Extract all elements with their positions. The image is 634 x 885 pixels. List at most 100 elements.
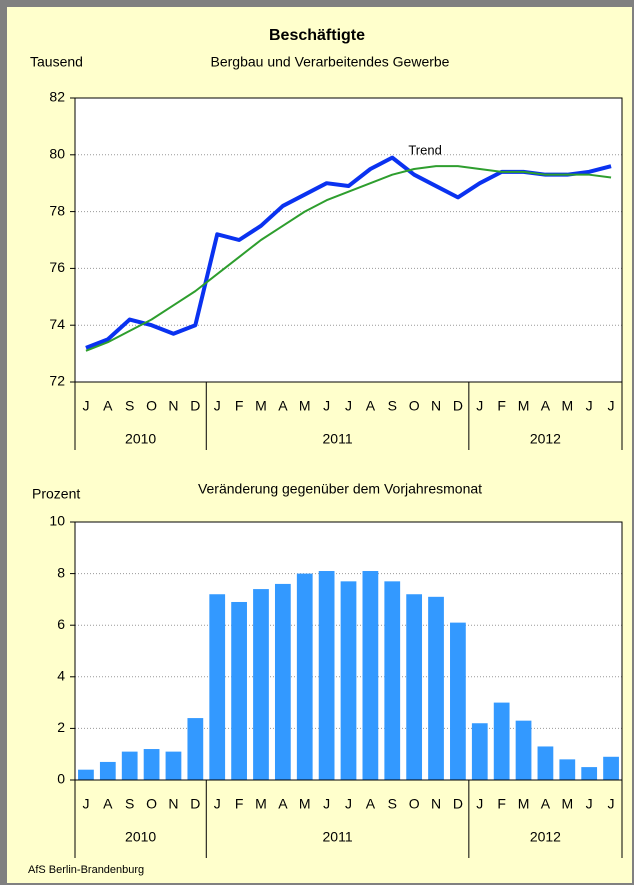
x-tick-label: J	[608, 796, 615, 812]
bar	[209, 594, 226, 780]
x-tick-label: F	[497, 796, 506, 812]
x-tick-label: D	[453, 796, 463, 812]
x-tick-label: S	[125, 796, 134, 812]
bar	[384, 581, 401, 780]
bar	[78, 769, 94, 780]
y-tick-label: 80	[49, 146, 65, 162]
x-tick-label: M	[255, 398, 267, 414]
bar	[450, 622, 466, 780]
x-tick-label: J	[214, 398, 221, 414]
x-tick-label: M	[518, 398, 530, 414]
x-tick-label: J	[345, 398, 352, 414]
chart-title: Veränderung gegenüber dem Vorjahresmonat	[198, 481, 482, 497]
x-tick-label: O	[409, 796, 420, 812]
bar	[121, 751, 138, 780]
bar	[165, 751, 182, 780]
group-label: 2010	[125, 431, 156, 447]
line-series	[85, 165, 612, 352]
bar	[406, 594, 423, 780]
x-tick-label: J	[323, 796, 330, 812]
plot-border	[74, 521, 623, 781]
x-tick-label: J	[608, 398, 615, 414]
y-tick-label: 8	[57, 564, 65, 580]
x-tick-label: F	[235, 398, 244, 414]
bar	[493, 702, 510, 780]
y-tick-label: 78	[49, 202, 65, 218]
chart-subtitle: Bergbau und Verarbeitendes Gewerbe	[211, 54, 450, 70]
y-tick-label: 0	[57, 771, 65, 787]
bar	[559, 759, 576, 780]
x-tick-label: J	[214, 796, 221, 812]
x-tick-label: M	[299, 796, 311, 812]
x-tick-label: A	[541, 796, 551, 812]
x-tick-label: M	[561, 398, 573, 414]
bar	[187, 718, 204, 780]
x-tick-label: S	[125, 398, 134, 414]
bar	[603, 756, 619, 780]
x-tick-label: A	[366, 796, 376, 812]
x-tick-label: N	[431, 796, 441, 812]
x-tick-label: A	[541, 398, 551, 414]
bar	[537, 746, 554, 780]
x-tick-label: A	[278, 796, 288, 812]
x-tick-label: J	[586, 796, 593, 812]
y-axis-label: Prozent	[32, 486, 80, 502]
x-tick-label: N	[431, 398, 441, 414]
x-tick-label: D	[190, 796, 200, 812]
x-tick-label: A	[103, 796, 113, 812]
y-tick-label: 6	[57, 616, 65, 632]
bar	[296, 573, 313, 780]
x-tick-label: J	[586, 398, 593, 414]
x-tick-label: O	[146, 796, 157, 812]
y-tick-label: 82	[49, 89, 65, 105]
bar	[99, 761, 116, 780]
bar	[253, 589, 269, 780]
source: AfS Berlin-Brandenburg	[28, 864, 144, 876]
bar	[143, 749, 160, 780]
x-tick-label: D	[453, 398, 463, 414]
bar	[515, 720, 532, 780]
y-tick-label: 76	[49, 259, 65, 275]
bar	[581, 767, 598, 780]
x-tick-label: A	[103, 398, 113, 414]
x-tick-label: J	[476, 796, 483, 812]
x-tick-label: N	[168, 398, 178, 414]
x-tick-label: M	[255, 796, 267, 812]
plot-area	[75, 98, 622, 382]
group-label: 2011	[323, 431, 353, 447]
group-label: 2012	[530, 431, 561, 447]
y-tick-label: 2	[57, 719, 65, 735]
x-tick-label: S	[388, 796, 397, 812]
x-tick-label: O	[146, 398, 157, 414]
bar	[428, 596, 444, 780]
x-tick-label: N	[168, 796, 178, 812]
x-tick-label: O	[409, 398, 420, 414]
x-tick-label: J	[82, 796, 89, 812]
bar	[471, 723, 488, 780]
y-tick-label: 10	[49, 513, 65, 529]
bar	[231, 601, 247, 780]
x-tick-label: F	[235, 796, 244, 812]
bar	[274, 583, 291, 780]
x-tick-label: J	[476, 398, 483, 414]
bar	[318, 571, 335, 780]
x-tick-label: M	[561, 796, 573, 812]
chart-title: Beschäftigte	[269, 27, 365, 44]
group-label: 2011	[323, 829, 353, 845]
x-tick-label: M	[518, 796, 530, 812]
x-tick-label: A	[278, 398, 288, 414]
x-tick-label: S	[388, 398, 397, 414]
y-tick-label: 4	[57, 668, 65, 684]
y-tick-label: 72	[49, 373, 65, 389]
y-tick-label: 74	[49, 316, 65, 332]
x-tick-label: M	[299, 398, 311, 414]
plot-border	[74, 97, 623, 383]
y-axis-label: Tausend	[30, 54, 83, 70]
bar	[362, 571, 379, 780]
x-tick-label: J	[345, 796, 352, 812]
series-label: Trend	[408, 142, 441, 157]
x-tick-label: A	[366, 398, 376, 414]
x-tick-label: F	[497, 398, 506, 414]
group-label: 2010	[125, 829, 156, 845]
